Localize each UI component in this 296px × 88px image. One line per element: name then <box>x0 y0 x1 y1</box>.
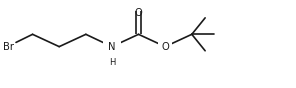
Text: Br: Br <box>3 42 14 52</box>
Bar <box>103 31 121 62</box>
Bar <box>158 31 172 62</box>
Text: H: H <box>109 58 115 67</box>
Text: O: O <box>135 8 142 18</box>
Text: O: O <box>161 42 169 52</box>
Text: N: N <box>108 42 116 52</box>
